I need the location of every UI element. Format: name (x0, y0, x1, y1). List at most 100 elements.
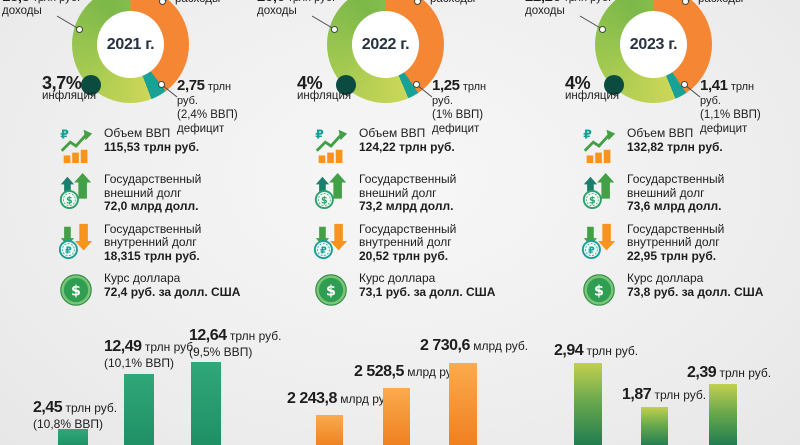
stat-value: 124,22 трлн руб. (359, 139, 455, 154)
stat-label: Объем ВВП (627, 126, 694, 140)
stat-row-gdp: Объем ВВП 124,22 трлн руб. (312, 126, 507, 164)
bar-value-label: 2 730,6 млрд руб. (420, 337, 529, 354)
deficit-gdp-share: (2,4% ВВП) (177, 109, 238, 121)
bar-2023 (449, 363, 477, 445)
bar-value-label: 2,94 трлн руб. (554, 342, 639, 359)
deficit-marker-dot (158, 81, 165, 88)
bar-2022 (124, 374, 154, 445)
stat-label: Объем ВВП (359, 126, 426, 140)
dollar-coin-icon (580, 271, 618, 309)
inflation-value: 3,7% (42, 73, 82, 93)
deficit-marker-dot (681, 81, 688, 88)
deficit-callout: 1,41 трлн руб. (1,1% ВВП) дефицит (700, 77, 778, 136)
bar-2021 (574, 363, 602, 445)
year-section-2021: 2021 г. 18,8 трлн руб. доходы расходы 3,… (0, 0, 255, 310)
inflation-label: инфляция (565, 90, 620, 102)
bar-value-label: 2,39 трлн руб. (687, 364, 772, 381)
bar-value-label: 2 528,5 млрд руб. (354, 363, 463, 380)
donut-hole (352, 11, 419, 78)
income-callout: 20,6 трлн руб. доходы (257, 0, 335, 18)
expenses-marker-dot (414, 0, 421, 5)
year-section-2023: 2023 г. 22,26 трлн руб. доходы расходы 4… (523, 0, 778, 310)
income-label: доходы (257, 5, 297, 17)
stat-label: Курс доллара (359, 271, 436, 285)
expenses-label: расходы (698, 0, 743, 6)
income-label: доходы (2, 5, 42, 17)
stat-row-gdp: Объем ВВП 132,82 трлн руб. (580, 126, 775, 164)
income-value: 22,26 (525, 0, 561, 5)
stat-label: Курс доллара (104, 271, 181, 285)
stat-value: 73,8 руб. за долл. США (627, 284, 764, 299)
external-debt-arrows-icon (580, 172, 618, 210)
deficit-unit: трлн руб. (432, 81, 487, 107)
stat-value: 20,52 трлн руб. (359, 248, 449, 263)
deficit-marker-dot (413, 81, 420, 88)
gdp-growth-icon (580, 126, 618, 164)
deficit-label: дефицит (700, 123, 748, 135)
gdp-growth-icon (312, 126, 350, 164)
bar-value-label: 2 243,8 млрд руб. (287, 390, 396, 407)
income-unit: трлн руб. (564, 0, 611, 4)
expenses-label: расходы (430, 0, 475, 6)
deficit-label: дефицит (177, 123, 225, 135)
stat-value: 132,82 трлн руб. (627, 139, 723, 154)
deficit-label: дефицит (432, 123, 480, 135)
inflation-callout: 3,7% инфляция (42, 73, 97, 103)
stat-row-external-debt: Государственный внешний долг 73,6 млрд д… (580, 172, 775, 214)
stat-value: 73,6 млрд долл. (627, 199, 722, 213)
bar-2021 (58, 429, 88, 445)
income-marker-dot (331, 26, 338, 33)
inflation-callout: 4% инфляция (297, 73, 351, 103)
deficit-gdp-share: (1% ВВП) (432, 109, 484, 121)
dollar-coin-icon (312, 271, 350, 309)
external-debt-arrows-icon (312, 172, 350, 210)
stat-label: Государственный внутренний долг (359, 221, 457, 249)
dollar-coin-icon (57, 271, 95, 309)
stat-label: Государственный внешний долг (627, 172, 725, 200)
income-marker-dot (599, 26, 606, 33)
bar-2021 (316, 415, 343, 445)
donut-year-label: 2021 г. (106, 35, 155, 53)
expenses-label: расходы (175, 0, 220, 6)
stat-value: 73,2 млрд долл. (359, 199, 454, 213)
external-debt-arrows-icon (57, 172, 95, 210)
stat-row-internal-debt: Государственный внутренний долг 18,315 т… (57, 222, 252, 264)
bar-2022 (641, 407, 668, 445)
stat-label: Государственный внешний долг (359, 172, 457, 200)
deficit-unit: трлн руб. (177, 81, 232, 107)
donut-hole (620, 11, 687, 78)
inflation-label: инфляция (42, 90, 97, 102)
stat-value: 22,95 трлн руб. (627, 248, 717, 263)
bar-gdp-share: (10,8% ВВП) (33, 417, 103, 431)
bar-2022 (383, 388, 410, 445)
bar-2023 (191, 362, 221, 445)
income-label: доходы (525, 5, 565, 17)
income-callout: 22,26 трлн руб. доходы (525, 0, 611, 18)
internal-debt-arrows-icon (312, 222, 350, 260)
expenses-marker-dot (159, 0, 166, 5)
inflation-value: 4% (565, 73, 591, 93)
inflation-value: 4% (297, 73, 323, 93)
stat-value: 73,1 руб. за долл. США (359, 284, 496, 299)
year-section-2022: 2022 г. 20,6 трлн руб. доходы расходы 4%… (255, 0, 510, 310)
stats-list: Объем ВВП 115,53 трлн руб. Государственн… (57, 126, 252, 317)
expenses-marker-dot (682, 0, 689, 5)
income-unit: трлн руб. (33, 0, 80, 4)
income-unit: трлн руб. (288, 0, 335, 4)
expenses-callout: расходы (698, 0, 743, 6)
donut-year-label: 2022 г. (361, 35, 410, 53)
deficit-gdp-share: (1,1% ВВП) (700, 109, 761, 121)
stat-value: 18,315 трлн руб. (104, 248, 200, 263)
budget-donut-chart (327, 0, 444, 103)
bar-value-label: 12,49 трлн руб. (10,1% ВВП) (104, 338, 197, 371)
income-callout: 18,8 трлн руб. доходы (2, 0, 80, 18)
stat-row-usd-rate: Курс доллара 73,1 руб. за долл. США (312, 271, 507, 309)
bar-gdp-share: (10,1% ВВП) (104, 356, 174, 370)
internal-debt-arrows-icon (580, 222, 618, 260)
deficit-value: 1,41 (700, 77, 728, 94)
deficit-callout: 2,75 трлн руб. (2,4% ВВП) дефицит (177, 78, 255, 136)
deficit-unit: трлн руб. (700, 81, 755, 107)
budget-donut-chart (595, 0, 712, 103)
donut-hole (97, 11, 164, 78)
